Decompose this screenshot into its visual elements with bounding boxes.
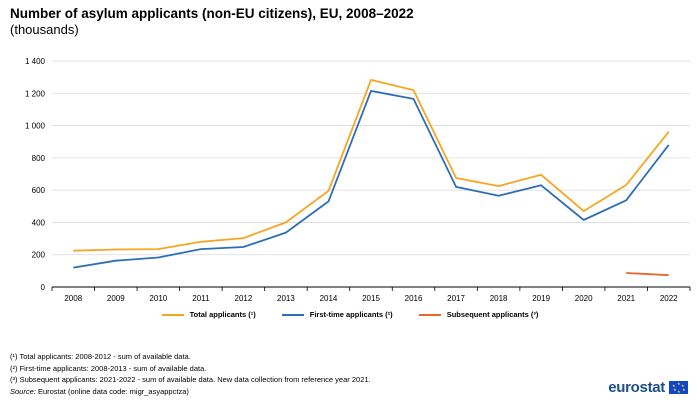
y-tick-label: 400 xyxy=(32,218,46,227)
legend: Total applicants (¹) First-time applicant… xyxy=(0,310,700,319)
chart-subtitle: (thousands) xyxy=(10,22,79,37)
footnote-3: (³) Subsequent applicants: 2021-2022 - s… xyxy=(10,375,371,384)
y-tick-label: 1 400 xyxy=(25,57,46,66)
x-tick-label: 2016 xyxy=(405,294,423,303)
x-tick-label: 2018 xyxy=(490,294,508,303)
y-tick-label: 1 000 xyxy=(25,122,46,131)
x-tick-label: 2011 xyxy=(192,294,210,303)
x-tick-label: 2015 xyxy=(362,294,380,303)
y-tick-label: 0 xyxy=(41,283,46,292)
legend-swatch xyxy=(281,313,304,316)
legend-item: Total applicants (¹) xyxy=(161,310,256,319)
x-tick-label: 2022 xyxy=(660,294,678,303)
x-tick-label: 2019 xyxy=(532,294,550,303)
source-note: Source: Eurostat (online data code: migr… xyxy=(10,386,371,398)
series-lines xyxy=(73,79,670,277)
y-tick-label: 1 200 xyxy=(25,89,46,98)
axes: 0 200 400 600 800 1 000 1 200 1 400 2008 2009 2010… xyxy=(25,57,691,303)
legend-label: Total applicants (¹) xyxy=(189,310,256,319)
source-text: Eurostat (online data code: migr_asyappc… xyxy=(35,386,189,396)
series-line xyxy=(626,272,669,277)
footnote-2: (²) First-time applicants: 2008-2013 - s… xyxy=(10,363,207,373)
x-tick-label: 2021 xyxy=(617,294,635,303)
x-tick-label: 2012 xyxy=(235,294,253,303)
logo-text: eurostat xyxy=(608,379,665,396)
y-tick-label: 800 xyxy=(32,154,46,163)
footnote-1: (¹) Total applicants: 2008-2012 - sum of… xyxy=(10,352,191,361)
eu-flag-icon: ★ ★ ★ ★ ★ ★ xyxy=(669,381,688,394)
legend-label: First-time applicants (²) xyxy=(309,310,393,319)
legend-item: First-time applicants (²) xyxy=(281,310,393,319)
source-label: Source: xyxy=(10,386,36,396)
chart-title: Number of asylum applicants (non-EU citi… xyxy=(10,6,414,21)
x-tick-label: 2010 xyxy=(149,294,167,303)
y-tick-label: 200 xyxy=(32,251,46,260)
x-tick-label: 2009 xyxy=(107,294,125,303)
legend-swatch xyxy=(161,313,184,316)
legend-label: Subsequent applicants (³) xyxy=(446,310,539,319)
footnotes: (¹) Total applicants: 2008-2012 - sum of… xyxy=(10,351,371,397)
legend-swatch xyxy=(418,313,441,316)
x-tick-label: 2014 xyxy=(320,294,338,303)
x-tick-label: 2013 xyxy=(277,294,295,303)
line-chart: 0 200 400 600 800 1 000 1 200 1 400 2008 2009 2010… xyxy=(25,57,691,303)
series-line xyxy=(73,79,670,252)
legend-item: Subsequent applicants (³) xyxy=(418,310,539,319)
x-tick-label: 2020 xyxy=(575,294,593,303)
series-line xyxy=(73,90,670,269)
eurostat-logo: eurostat ★ ★ ★ ★ ★ ★ xyxy=(608,379,688,396)
x-tick-label: 2017 xyxy=(447,294,465,303)
y-tick-label: 600 xyxy=(32,186,46,195)
x-tick-label: 2008 xyxy=(64,294,82,303)
